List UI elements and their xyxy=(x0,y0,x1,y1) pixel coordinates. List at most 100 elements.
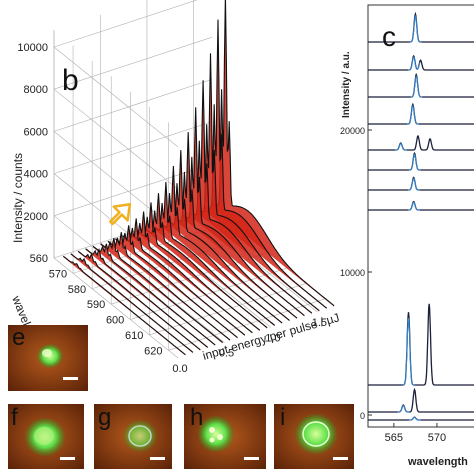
panel-b-trace-fill xyxy=(197,53,320,312)
panel-b-trace-line xyxy=(167,150,290,321)
panel-c-trace xyxy=(368,387,474,413)
micrograph-e-letter: e xyxy=(12,324,25,351)
panel-b-trace-line xyxy=(174,132,298,319)
panel-b-floor-grid-line xyxy=(53,257,179,359)
panel-b-floor-grid-line xyxy=(149,282,308,336)
panel-c-fit-line xyxy=(408,177,420,191)
panel-b-floor-grid-line xyxy=(130,267,289,320)
panel-b-trace-line xyxy=(77,250,201,351)
panel-b-trace-line xyxy=(62,255,186,356)
micrograph-g: g xyxy=(94,404,172,469)
panel-b-x-tick-labels: 0.0 0.5 1.0 1.5 xyxy=(172,317,327,375)
panel-b-x-tick-label: 1.5 xyxy=(312,317,327,329)
panel-b-trace-line xyxy=(70,253,194,353)
panel-c-trace xyxy=(368,102,474,125)
panel-b-trace-fill xyxy=(160,166,283,324)
panel-b-trace-line xyxy=(211,0,335,307)
panel-b-trace-fill xyxy=(167,150,290,322)
panel-c-trace xyxy=(368,54,474,71)
panel-b-trace-line xyxy=(115,225,238,339)
micrograph-i-letter: i xyxy=(280,404,285,431)
micrograph-e: e xyxy=(8,324,88,391)
panel-b-trace-line xyxy=(189,80,313,314)
panel-b-trace-line xyxy=(152,181,276,326)
arrow-icon xyxy=(109,203,132,226)
panel-b-trace-fill xyxy=(107,232,231,341)
panel-b-trace-line xyxy=(196,53,320,312)
panel-b-y-tick-label: 600 xyxy=(106,315,124,327)
panel-b-z-grid-line xyxy=(53,88,179,190)
panel-b-y-tick-label: 610 xyxy=(125,330,143,342)
panel-b-z-tick-label: 2000 xyxy=(24,211,48,223)
panel-c-fit-line xyxy=(408,56,421,71)
panel-b-letter: b xyxy=(62,64,79,97)
panel-c-trace xyxy=(368,200,474,211)
panel-b-trace-line xyxy=(144,193,268,329)
panel-c-trace xyxy=(368,176,474,191)
micrograph-h-letter: h xyxy=(190,404,203,431)
panel-c-fit-line xyxy=(410,75,423,98)
panel-b-x-tick-label: 0.5 xyxy=(219,348,234,360)
panel-b-x-tick-label: 0.0 xyxy=(172,363,187,375)
panel-b-z-grid-line xyxy=(53,173,179,274)
panel-b-trace-line xyxy=(92,243,216,346)
micrograph-f-letter: f xyxy=(11,404,18,431)
panel-b-trace-line xyxy=(204,19,328,309)
panel-b-trace-line xyxy=(129,211,253,334)
panel-c-trace xyxy=(368,416,474,421)
panel-b-z-tick-labels: 2000 4000 6000 8000 10000 xyxy=(17,42,48,223)
panel-c-y-tick-label: 20000 xyxy=(340,126,365,136)
panel-b-traces xyxy=(62,0,335,356)
panel-b-z-grid-line xyxy=(53,46,179,148)
panel-b-z-grid-line xyxy=(53,79,213,132)
panel-c-fit-line xyxy=(397,404,410,413)
panel-c-y-tick-label: 10000 xyxy=(340,268,365,278)
panel-c-traces xyxy=(368,11,474,421)
panel-b-y-tick-label: 570 xyxy=(49,268,67,280)
panel-c-fit-line xyxy=(395,142,407,151)
panel-c-y-axis-label: Intensity / a.u. xyxy=(341,51,352,118)
panel-b-y-tick-label: 590 xyxy=(87,299,105,311)
panel-b-x-axis-label: input energy per pulse / µJ xyxy=(201,310,341,363)
micrograph-f: f xyxy=(8,404,84,469)
panel-c-trace xyxy=(368,151,474,171)
panel-b-z-axis-label: Intensity / counts xyxy=(11,153,25,243)
panel-c-trace xyxy=(368,134,474,151)
panel-b-trace-line xyxy=(85,247,209,348)
panel-c-x-axis-label: wavelength xyxy=(407,456,468,468)
panel-c-fit-line xyxy=(409,14,422,43)
micrograph-h: h xyxy=(184,404,266,469)
panel-b-waterfall-chart: 2000 4000 6000 8000 10000 560570580590600610… xyxy=(9,0,341,380)
panel-b-y-tick-label: 560 xyxy=(30,253,48,265)
panel-b-y-tick-label: 580 xyxy=(68,284,86,296)
panel-b-x-tick-label: 1.0 xyxy=(265,332,280,344)
micrograph-i: i xyxy=(274,404,354,469)
panel-b-floor-grid-line xyxy=(168,298,327,351)
panel-c-fit-line xyxy=(407,104,419,125)
panel-b-z-grid-line xyxy=(53,0,198,48)
panel-c-trace xyxy=(368,72,474,98)
panel-b-z-grid-line xyxy=(53,163,213,217)
panel-c-trace xyxy=(368,303,474,386)
panel-c-fit-line xyxy=(408,153,421,171)
micrograph-panels: e f g h i xyxy=(8,324,354,469)
panel-b-z-tick-label: 4000 xyxy=(24,169,48,181)
panel-c-y-tick-label: 0 xyxy=(360,411,365,421)
panel-b-z-tick-label: 8000 xyxy=(24,84,48,96)
panel-c-stacked-spectra: 0 10000 20000 565 570 Intensity / a.u. wavel… xyxy=(340,4,474,468)
panel-b-z-grid-line xyxy=(53,121,213,174)
panel-c-trace xyxy=(368,11,474,43)
panel-c-letter: c xyxy=(382,21,396,52)
panel-b-trace-line xyxy=(159,165,283,324)
panel-c-ticks: 0 10000 20000 565 570 xyxy=(340,126,446,444)
panel-b-z-tick-label: 6000 xyxy=(24,126,48,138)
panel-c-fit-line xyxy=(408,416,421,421)
micrograph-g-letter: g xyxy=(98,404,111,431)
panel-b-z-grid-line xyxy=(53,36,213,90)
panel-b-trace-line xyxy=(122,218,246,336)
panel-c-x-tick-label: 565 xyxy=(385,432,403,444)
panel-b-y-tick-label: 620 xyxy=(144,345,162,357)
panel-b-z-grid-line xyxy=(53,215,179,317)
panel-b-trace-line xyxy=(137,202,261,331)
